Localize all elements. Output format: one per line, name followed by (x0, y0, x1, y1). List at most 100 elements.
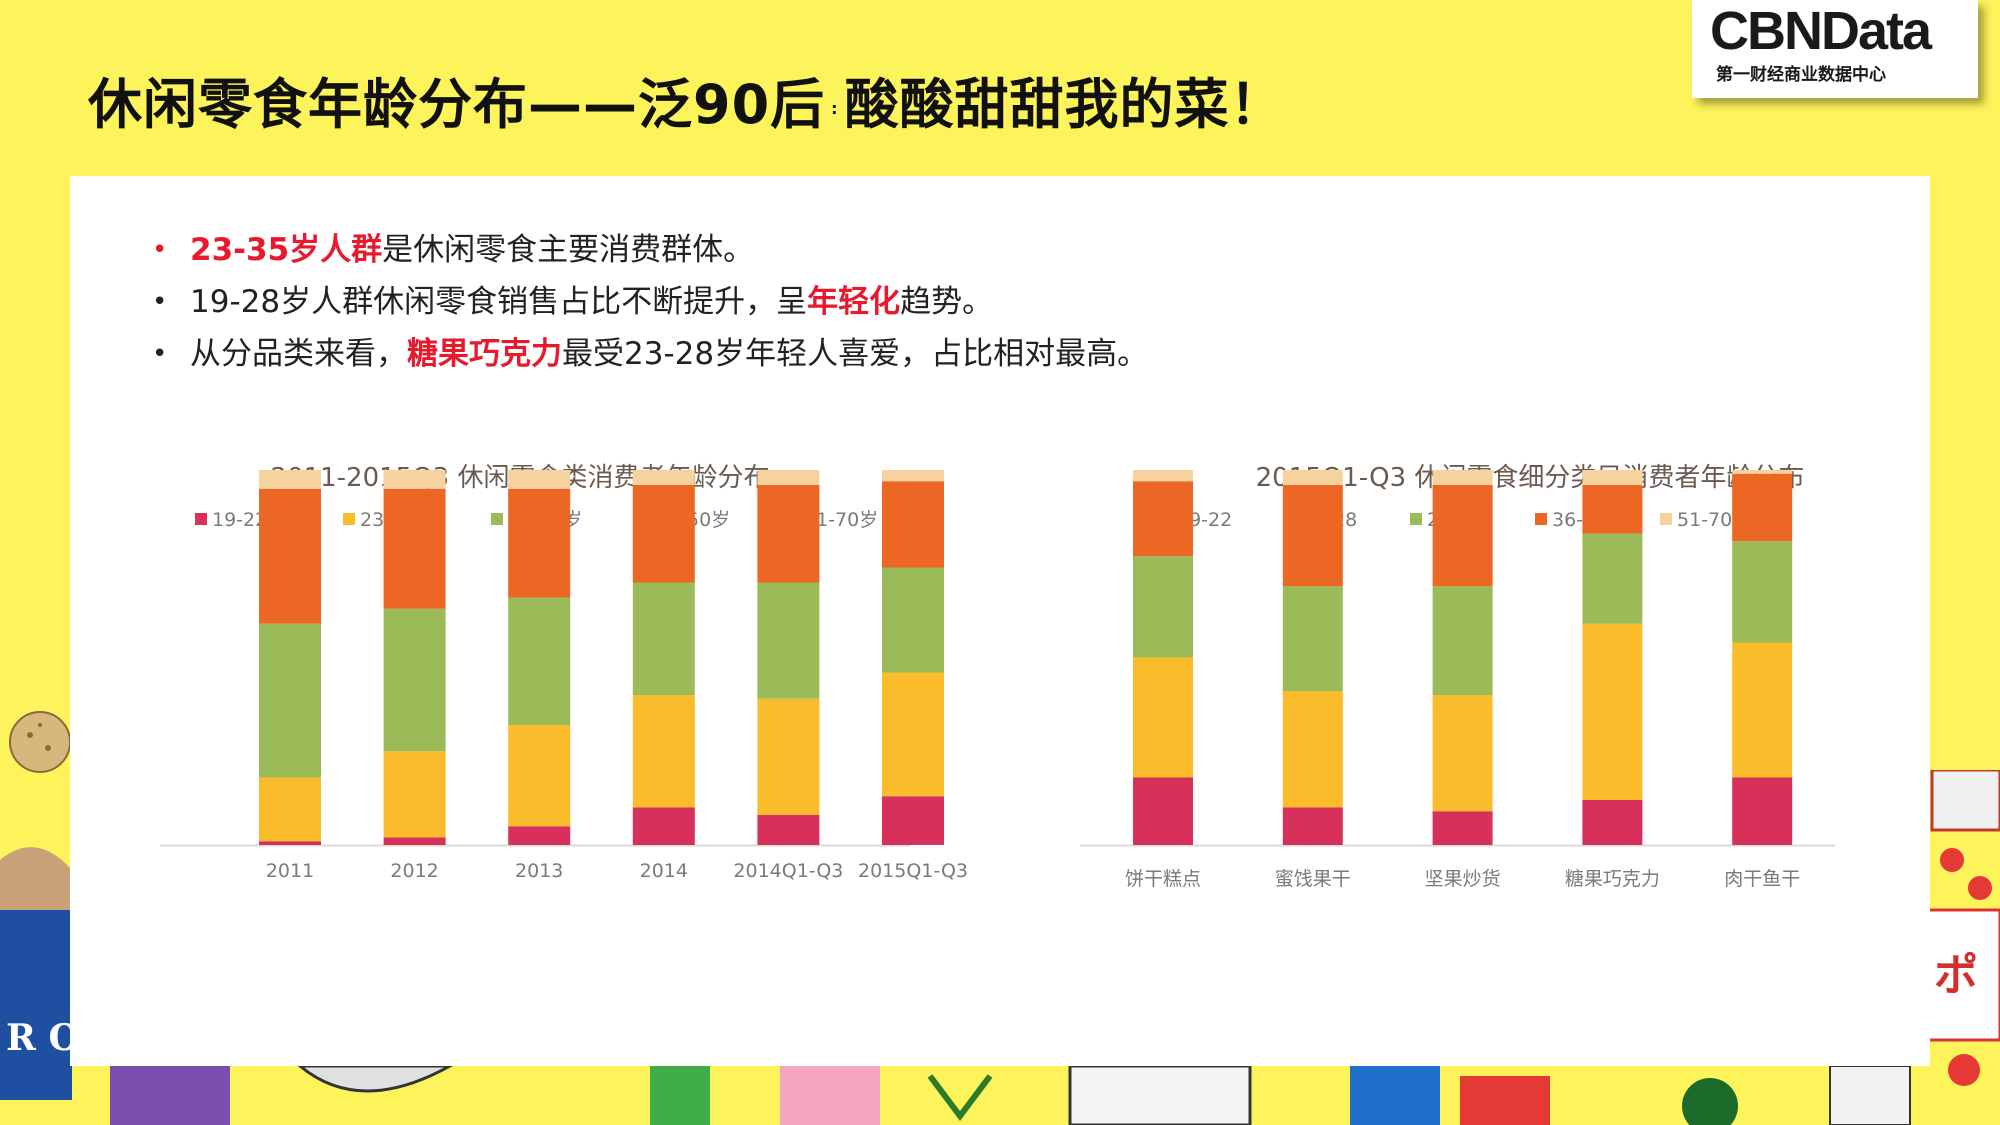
chart-title: 2015Q1-Q3 休闲零食细分类目消费者年龄分布 (1256, 463, 1805, 493)
chart-age-distribution-by-category: 2015Q1-Q3 休闲零食细分类目消费者年龄分布19-2223-2829-35… (1080, 463, 1835, 890)
bullet-item: 从分品类来看，糖果巧克力最受23-28岁年轻人喜爱，占比相对最高。 (150, 328, 1148, 380)
bar-segment (259, 488, 321, 624)
legend-label: 51-70 (1677, 509, 1732, 531)
bar-segment (1282, 586, 1343, 692)
bar-segment (508, 826, 571, 845)
bullet-text: 是休闲零食主要消费群体。 (382, 232, 755, 268)
bar-segment (1282, 807, 1343, 845)
bar-segment (882, 672, 944, 797)
bar-segment (259, 623, 321, 778)
bar-segment (383, 837, 446, 845)
bar-segment (1582, 623, 1643, 800)
bar-segment (1582, 470, 1643, 485)
bar-segment (1133, 470, 1193, 482)
legend-swatch (491, 513, 503, 525)
x-tick-label: 2013 (515, 860, 563, 882)
bar-segment (757, 485, 820, 583)
bar-segment (383, 751, 446, 838)
bar-segment (1432, 485, 1493, 587)
bar-segment (757, 698, 820, 815)
bar-segment (508, 597, 571, 725)
x-tick-label: 2011 (266, 860, 314, 882)
bullet-text: 从分品类来看， (190, 336, 407, 372)
bullet-highlight: 糖果巧克力 (407, 336, 562, 372)
cbndata-logo: CBNData 第一财经商业数据中心 (1692, 0, 1978, 98)
bar-segment (383, 470, 446, 489)
x-tick-label: 肉干鱼干 (1724, 868, 1800, 890)
title-separator: : (831, 98, 839, 118)
x-tick-label: 坚果炒货 (1425, 868, 1501, 890)
legend-swatch (1410, 513, 1422, 525)
bar-segment (882, 470, 944, 482)
bullet-highlight: 23-35岁人群 (190, 232, 383, 268)
bar-segment (259, 470, 321, 489)
bar-segment (632, 582, 695, 695)
x-tick-label: 2012 (390, 860, 438, 882)
bar-segment (1732, 642, 1793, 778)
bar-segment (259, 841, 321, 845)
legend-swatch (343, 513, 355, 525)
bullet-item: 19-28岁人群休闲零食销售占比不断提升，呈年轻化趋势。 (150, 276, 1148, 328)
x-tick-label: 2015Q1-Q3 (858, 860, 968, 882)
logo-name: CBNData (1710, 1, 1932, 61)
title-part2: 酸酸甜甜我的菜！ (844, 73, 1285, 136)
bar-segment (1432, 586, 1493, 695)
legend-swatch (195, 513, 207, 525)
bar-segment (1133, 556, 1193, 658)
bar-segment (1133, 777, 1193, 845)
legend-label: 51-70岁 (804, 509, 878, 531)
bar-segment (1582, 800, 1643, 845)
bar-segment (1732, 473, 1793, 542)
bar-segment (882, 567, 944, 673)
svg-text:ポ: ポ (1934, 950, 1978, 1001)
bar-segment (757, 815, 820, 845)
snack-decoration-bottom (110, 1066, 1911, 1125)
bar-segment (1432, 811, 1493, 845)
bar-segment (1732, 541, 1793, 643)
bar-segment (632, 807, 695, 845)
bar-segment (632, 470, 695, 485)
snack-decoration-right: ポ (1928, 770, 2000, 1086)
bullet-list: 23-35岁人群是休闲零食主要消费群体。 19-28岁人群休闲零食销售占比不断提… (150, 224, 1148, 380)
bar-segment (1282, 485, 1343, 587)
bar-segment (383, 608, 446, 752)
bar-segment (1432, 470, 1493, 485)
legend-swatch (1535, 513, 1547, 525)
bullet-highlight: 年轻化 (807, 284, 901, 320)
bullet-text: 趋势。 (900, 284, 994, 320)
bar-segment (1582, 533, 1643, 624)
bar-segment (508, 470, 571, 489)
bar-segment (1282, 691, 1343, 808)
title-part1: 休闲零食年龄分布——泛90后 (88, 73, 826, 136)
bar-segment (1432, 695, 1493, 812)
bar-segment (882, 481, 944, 568)
chart-age-distribution-by-year: 2011-2015Q3 休闲零食类消费者年龄分布19-22岁23-28岁29-3… (160, 463, 968, 882)
x-tick-label: 饼干糕点 (1125, 868, 1201, 890)
bar-segment (757, 582, 820, 699)
bar-segment (383, 488, 446, 609)
x-tick-label: 糖果巧克力 (1565, 868, 1660, 890)
bar-segment (1732, 777, 1793, 845)
bar-segment (1133, 657, 1193, 778)
logo-subtitle: 第一财经商业数据中心 (1716, 65, 1886, 85)
page-title: 休闲零食年龄分布——泛90后: 酸酸甜甜我的菜！ (88, 60, 1285, 139)
bar-segment (632, 485, 695, 583)
bar-segment (259, 777, 321, 842)
svg-text:R O: R O (6, 1017, 72, 1059)
x-tick-label: 2014 (640, 860, 688, 882)
bar-segment (882, 796, 944, 845)
bar-segment (1582, 485, 1643, 534)
bullet-text: 19-28岁人群休闲零食销售占比不断提升，呈 (190, 284, 808, 320)
bar-segment (1732, 470, 1793, 474)
content-panel: 23-35岁人群是休闲零食主要消费群体。 19-28岁人群休闲零食销售占比不断提… (70, 176, 1930, 1066)
bullet-text: 最受23-28岁年轻人喜爱，占比相对最高。 (562, 336, 1149, 372)
bar-segment (1282, 470, 1343, 485)
bar-segment (757, 470, 820, 485)
bar-segment (632, 695, 695, 808)
legend-swatch (1660, 513, 1672, 525)
x-tick-label: 蜜饯果干 (1275, 868, 1351, 890)
bar-segment (508, 725, 571, 827)
x-tick-label: 2014Q1-Q3 (733, 860, 843, 882)
snack-decoration-left: R O (0, 711, 72, 1100)
bar-segment (1133, 481, 1193, 557)
